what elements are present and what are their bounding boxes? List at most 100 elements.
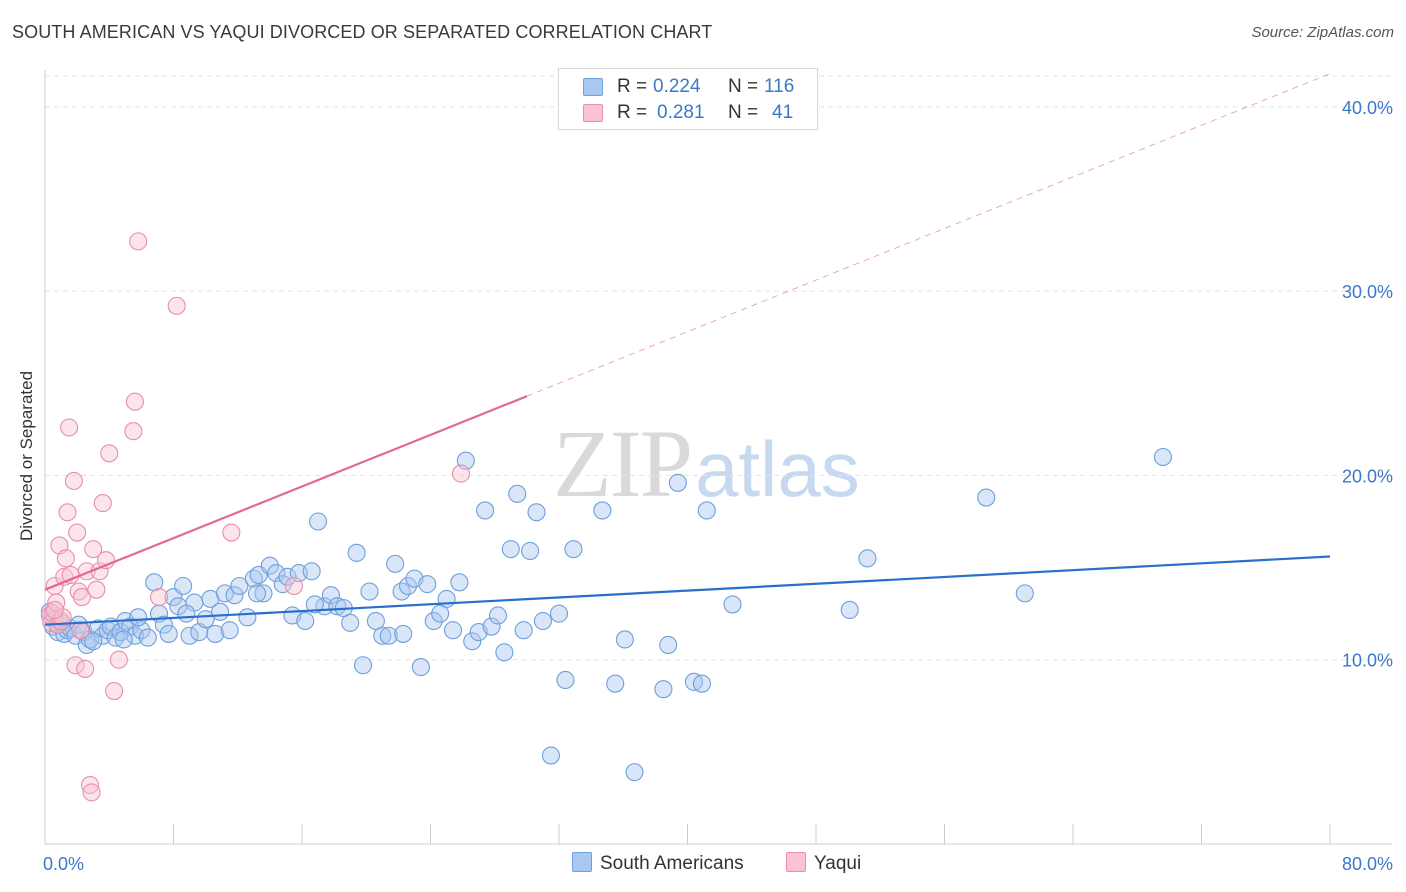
point-south-americans xyxy=(211,602,230,621)
point-south-americans xyxy=(418,575,437,594)
point-south-americans xyxy=(225,586,244,605)
point-yaqui xyxy=(68,523,87,542)
point-south-americans xyxy=(488,606,508,625)
point-yaqui xyxy=(222,523,241,542)
point-south-americans xyxy=(476,501,495,520)
point-south-americans xyxy=(177,604,196,623)
point-yaqui xyxy=(100,444,119,463)
point-south-americans xyxy=(230,576,249,596)
legend-swatch-south-americans xyxy=(572,852,592,872)
point-south-americans xyxy=(692,674,712,693)
point-south-americans xyxy=(379,626,398,645)
legend-swatch-yaqui xyxy=(786,852,806,872)
point-south-americans xyxy=(840,600,859,620)
point-south-americans xyxy=(564,540,583,559)
point-south-americans xyxy=(353,656,373,675)
stats-swatch-yaqui xyxy=(583,104,603,122)
point-south-americans xyxy=(238,608,257,627)
trend-extension-yaqui xyxy=(526,73,1331,397)
point-yaqui xyxy=(284,576,304,596)
legend-item-south-americans: South Americans xyxy=(572,852,744,875)
point-south-americans xyxy=(615,630,634,649)
point-yaqui xyxy=(72,588,91,607)
point-south-americans xyxy=(1015,584,1034,603)
point-south-americans xyxy=(501,540,520,559)
point-south-americans xyxy=(154,615,173,634)
point-yaqui xyxy=(80,775,100,795)
point-yaqui xyxy=(69,582,88,601)
point-south-americans xyxy=(659,635,678,655)
point-yaqui xyxy=(45,600,64,620)
legend-label-south-americans: South Americans xyxy=(600,853,744,874)
trend-line-yaqui xyxy=(44,395,528,591)
point-yaqui xyxy=(129,232,148,251)
point-yaqui xyxy=(105,681,124,701)
stats-box: R = 0.224 N = 116 R = 0.281 N = 41 xyxy=(558,68,818,130)
point-south-americans xyxy=(443,621,463,640)
point-south-americans xyxy=(521,541,540,561)
point-south-americans xyxy=(84,632,103,651)
point-south-americans xyxy=(977,488,996,507)
point-south-americans xyxy=(302,562,321,581)
point-south-americans xyxy=(386,554,405,573)
point-yaqui xyxy=(82,783,101,802)
point-south-americans xyxy=(527,503,546,522)
point-yaqui xyxy=(66,656,85,675)
point-south-americans xyxy=(450,573,469,592)
point-south-americans xyxy=(247,584,267,603)
stats-n-label: N = xyxy=(728,102,759,123)
y-tick-label: 10.0% xyxy=(1342,651,1393,671)
x-tick-label: 0.0% xyxy=(43,854,84,874)
point-yaqui xyxy=(149,588,169,607)
point-south-americans xyxy=(654,680,673,699)
point-south-americans xyxy=(309,512,328,531)
point-south-americans xyxy=(541,746,561,765)
point-south-americans xyxy=(593,501,612,520)
point-south-americans xyxy=(858,549,877,568)
stats-r-value: 0.281 xyxy=(657,102,705,123)
point-yaqui xyxy=(71,621,90,640)
point-yaqui xyxy=(76,659,95,678)
point-south-americans xyxy=(145,573,164,592)
point-south-americans xyxy=(321,586,340,605)
point-yaqui xyxy=(56,549,75,568)
point-south-americans xyxy=(495,643,514,662)
grid-lines xyxy=(45,75,1392,661)
point-south-americans xyxy=(398,576,418,596)
point-south-americans xyxy=(296,611,315,631)
point-south-americans xyxy=(114,630,133,649)
point-south-americans xyxy=(138,628,157,647)
point-yaqui xyxy=(60,418,79,437)
point-yaqui xyxy=(451,464,471,483)
point-yaqui xyxy=(124,422,143,441)
point-south-americans xyxy=(328,597,347,616)
stats-n-value: 41 xyxy=(772,102,794,123)
point-south-americans xyxy=(129,608,148,627)
point-yaqui xyxy=(87,580,106,599)
point-yaqui xyxy=(58,503,77,522)
data-points xyxy=(40,232,1172,802)
point-south-americans xyxy=(347,543,366,562)
legend-item-yaqui: Yaqui xyxy=(786,852,861,875)
point-south-americans xyxy=(373,626,392,645)
point-yaqui xyxy=(64,471,83,491)
point-south-americans xyxy=(305,595,324,614)
point-south-americans xyxy=(174,576,193,596)
point-south-americans xyxy=(206,624,225,643)
stats-r-label: R = xyxy=(617,76,648,97)
point-south-americans xyxy=(556,670,575,690)
y-tick-label: 30.0% xyxy=(1342,282,1393,302)
point-south-americans xyxy=(411,658,430,677)
point-south-americans xyxy=(508,484,527,503)
point-south-americans xyxy=(159,624,178,643)
point-south-americans xyxy=(463,632,482,651)
point-south-americans xyxy=(267,564,286,583)
stats-r-label: R = xyxy=(617,102,648,123)
point-south-americans xyxy=(278,567,297,586)
point-yaqui xyxy=(93,494,112,513)
point-south-americans xyxy=(220,621,239,640)
point-south-americans xyxy=(606,674,625,693)
stats-n-label: N = xyxy=(728,76,759,97)
point-yaqui xyxy=(167,296,186,315)
point-south-americans xyxy=(549,604,569,623)
